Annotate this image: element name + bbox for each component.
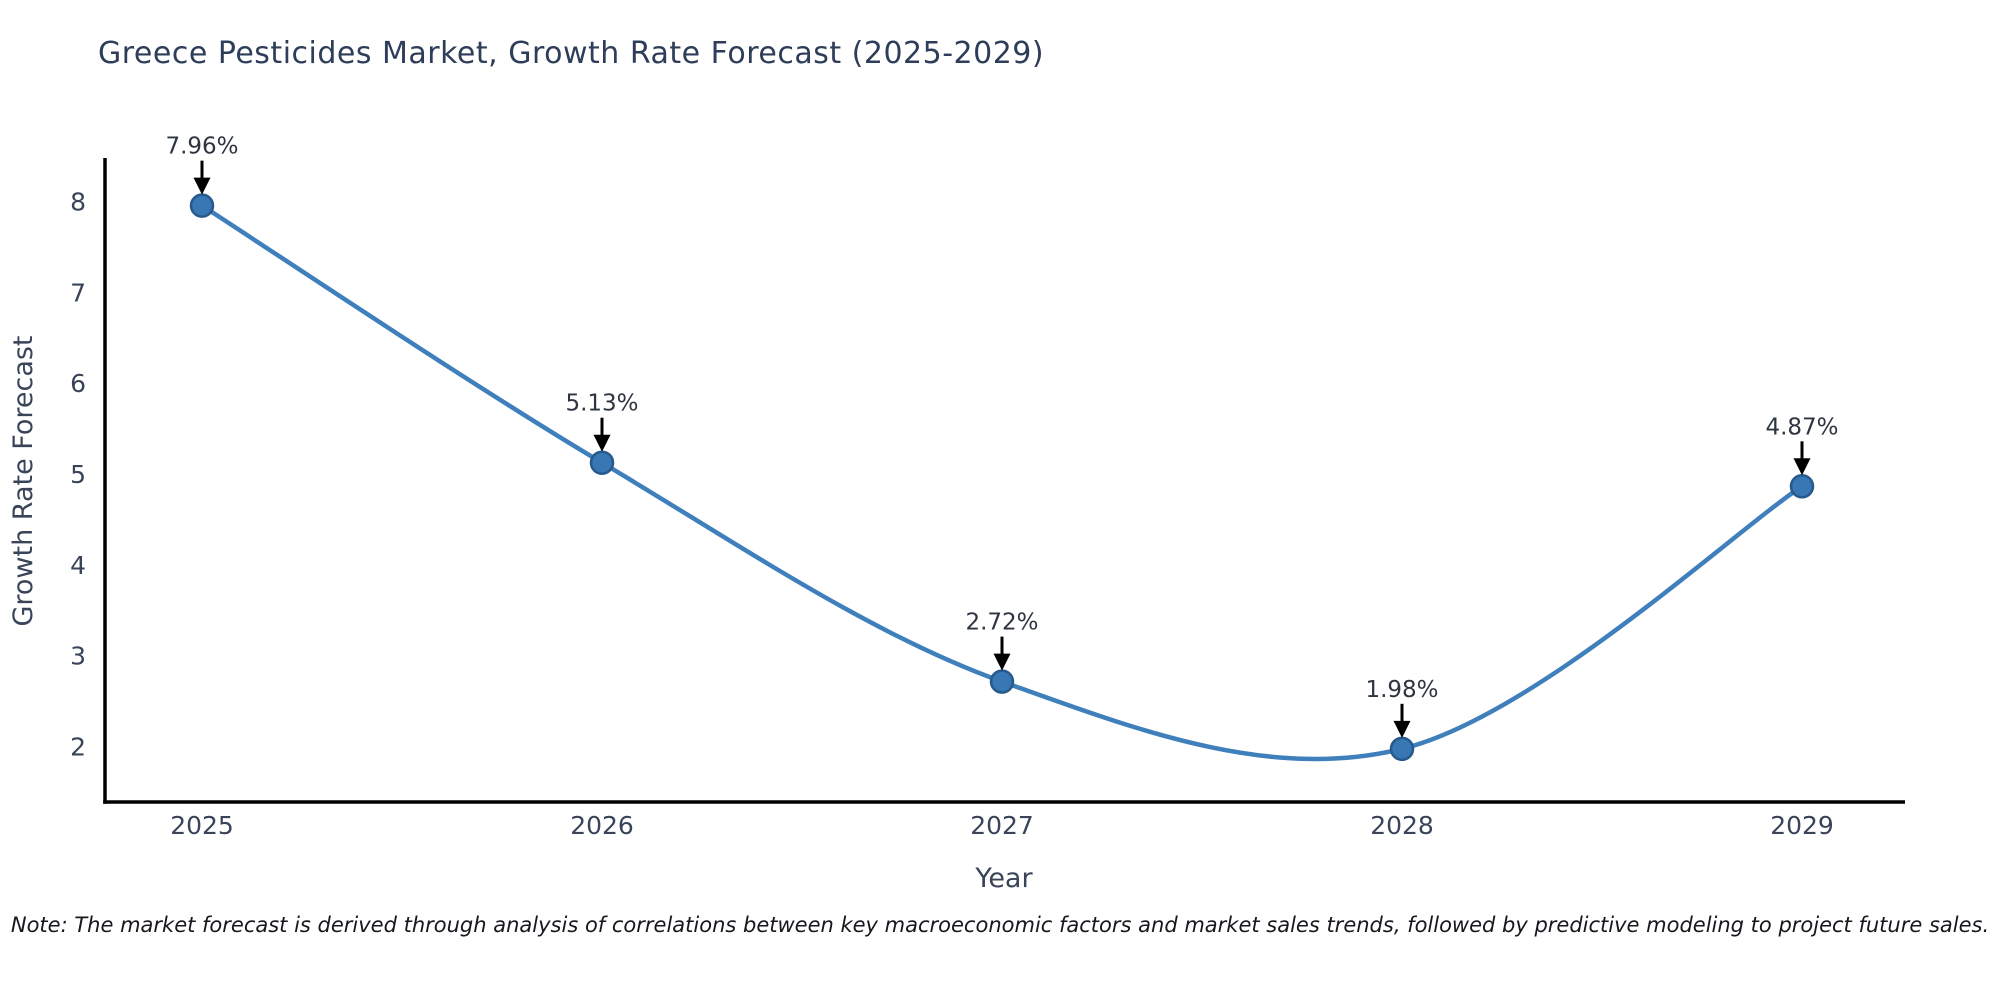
annotation-arrow-head [993,653,1011,671]
chart-title: Greece Pesticides Market, Growth Rate Fo… [98,36,1045,71]
data-point-label: 1.98% [1365,677,1438,703]
x-axis-title: Year [974,863,1033,894]
x-tick-label: 2028 [1370,811,1434,840]
y-tick-label: 3 [70,642,86,671]
data-point-marker [1789,474,1815,499]
data-point-marker [1389,736,1415,762]
data-point-label: 4.87% [1765,414,1838,440]
footnote: Note: The market forecast is derived thr… [10,913,1990,937]
y-axis-title: Growth Rate Forecast [8,335,39,626]
x-tick-label: 2027 [970,811,1034,840]
y-tick-label: 4 [70,551,86,580]
annotation-arrow-head [1393,720,1411,738]
annotation-arrow-head [593,434,611,452]
plot-area: 2 3 4 5 6 7 8 2025 2026 2027 2028 2029 7.96% 5.13% 2.7… [70,134,1838,840]
y-tick-label: 2 [70,733,86,762]
data-point-label: 5.13% [565,391,638,417]
x-tick-label: 2026 [570,811,634,840]
data-point-marker [189,193,215,218]
y-tick-label: 5 [70,460,86,489]
data-point-label: 7.96% [165,134,238,160]
y-tick-label: 7 [70,278,86,307]
data-point-marker [589,450,615,475]
x-tick-label: 2025 [170,811,234,840]
data-point-label: 2.72% [965,610,1038,636]
y-tick-label: 6 [70,369,86,398]
annotation-arrow-head [1793,458,1811,476]
y-tick-label: 8 [70,188,86,217]
x-tick-label: 2029 [1770,811,1834,840]
data-point-marker [989,669,1015,694]
annotation-arrow-head [193,177,211,195]
